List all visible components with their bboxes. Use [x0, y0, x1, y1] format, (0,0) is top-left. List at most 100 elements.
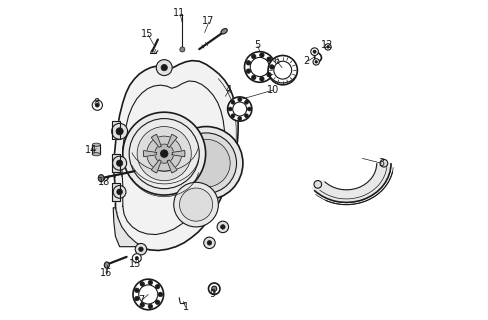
Text: 6: 6 — [273, 56, 279, 66]
Text: 15: 15 — [141, 29, 153, 39]
Circle shape — [140, 303, 144, 307]
Circle shape — [156, 60, 172, 76]
Circle shape — [313, 180, 321, 188]
Text: 11: 11 — [173, 8, 185, 19]
Circle shape — [173, 182, 218, 227]
Circle shape — [148, 280, 152, 285]
Circle shape — [251, 54, 255, 59]
Circle shape — [137, 126, 191, 181]
Circle shape — [139, 285, 158, 304]
Circle shape — [182, 139, 230, 187]
Circle shape — [154, 144, 173, 163]
Ellipse shape — [221, 28, 227, 34]
Circle shape — [324, 44, 330, 50]
Polygon shape — [112, 121, 120, 139]
Circle shape — [211, 286, 216, 291]
Circle shape — [134, 296, 139, 301]
Text: 13: 13 — [128, 259, 141, 268]
Circle shape — [112, 156, 126, 170]
Text: 18: 18 — [97, 177, 110, 187]
Circle shape — [155, 300, 160, 304]
Text: 4: 4 — [225, 85, 231, 95]
Ellipse shape — [98, 175, 104, 182]
Circle shape — [217, 221, 228, 233]
Polygon shape — [172, 150, 184, 157]
Circle shape — [148, 304, 152, 308]
Circle shape — [208, 283, 220, 294]
Circle shape — [259, 77, 264, 81]
Text: 16: 16 — [100, 268, 112, 278]
Text: 9: 9 — [209, 290, 215, 300]
Circle shape — [160, 150, 168, 157]
Polygon shape — [112, 183, 120, 201]
Circle shape — [122, 112, 205, 195]
Circle shape — [237, 117, 241, 121]
Circle shape — [161, 64, 167, 71]
Circle shape — [227, 97, 251, 121]
Circle shape — [310, 48, 318, 55]
Circle shape — [259, 53, 264, 57]
Circle shape — [244, 114, 248, 118]
Polygon shape — [112, 154, 120, 172]
Circle shape — [133, 279, 163, 310]
Text: 8: 8 — [93, 98, 99, 108]
Text: 14: 14 — [85, 146, 98, 156]
Circle shape — [314, 60, 317, 63]
Circle shape — [230, 114, 234, 118]
Circle shape — [117, 189, 122, 195]
Circle shape — [95, 103, 99, 107]
Circle shape — [113, 186, 126, 198]
Circle shape — [237, 98, 241, 101]
Text: 7: 7 — [138, 295, 144, 305]
Circle shape — [180, 47, 184, 52]
Circle shape — [250, 57, 269, 76]
Polygon shape — [151, 134, 161, 148]
Polygon shape — [113, 208, 142, 247]
Circle shape — [207, 241, 211, 245]
Text: 2: 2 — [303, 56, 309, 66]
Text: 1: 1 — [182, 302, 188, 312]
Ellipse shape — [92, 153, 100, 156]
Circle shape — [132, 254, 141, 263]
Circle shape — [326, 46, 328, 48]
Circle shape — [146, 136, 182, 171]
Circle shape — [266, 57, 271, 61]
Ellipse shape — [92, 143, 100, 146]
Polygon shape — [92, 145, 100, 154]
Text: 10: 10 — [266, 85, 279, 95]
Polygon shape — [114, 60, 238, 251]
Circle shape — [220, 225, 224, 229]
Circle shape — [244, 52, 275, 82]
Polygon shape — [151, 160, 161, 173]
Circle shape — [134, 288, 139, 292]
Circle shape — [92, 100, 102, 110]
Circle shape — [273, 61, 291, 79]
Circle shape — [169, 126, 243, 200]
Circle shape — [379, 159, 387, 167]
Polygon shape — [143, 150, 156, 157]
Circle shape — [139, 247, 143, 252]
Circle shape — [158, 292, 163, 297]
Circle shape — [251, 75, 255, 80]
Circle shape — [111, 123, 127, 139]
Circle shape — [135, 257, 138, 260]
Text: 3: 3 — [378, 158, 384, 168]
Circle shape — [116, 160, 122, 166]
Circle shape — [155, 284, 160, 289]
Circle shape — [244, 100, 248, 104]
Circle shape — [230, 100, 234, 104]
Text: 5: 5 — [254, 40, 260, 50]
Text: 12: 12 — [321, 40, 333, 50]
Circle shape — [312, 50, 316, 53]
Circle shape — [245, 69, 250, 73]
Text: 17: 17 — [201, 16, 214, 27]
Circle shape — [116, 128, 123, 135]
Circle shape — [312, 59, 319, 65]
Polygon shape — [167, 134, 177, 148]
Circle shape — [135, 244, 146, 255]
Circle shape — [247, 107, 251, 111]
Circle shape — [140, 282, 144, 286]
Polygon shape — [312, 163, 390, 203]
Polygon shape — [167, 160, 177, 173]
Circle shape — [232, 102, 246, 116]
